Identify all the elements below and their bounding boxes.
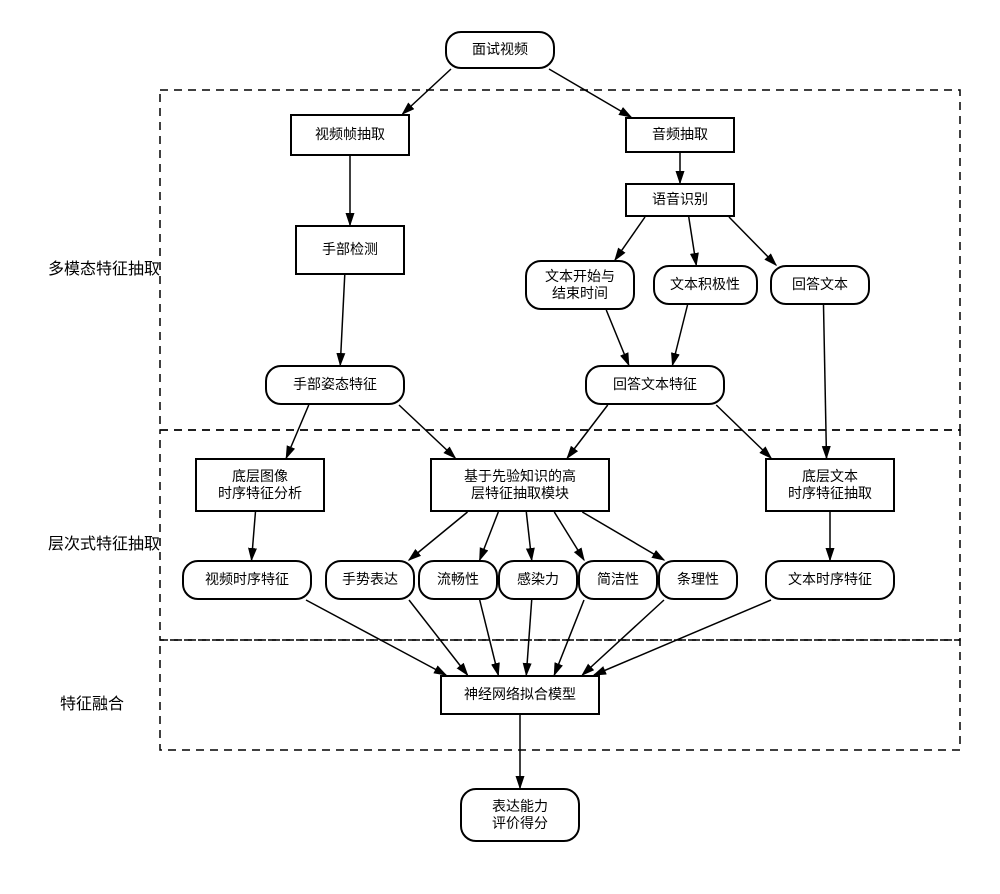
flow-node: 文本时序特征	[765, 560, 895, 600]
flowchart-canvas: 多模态特征抽取层次式特征抽取特征融合 面试视频视频帧抽取 音频抽取手部检测 语音识别文…	[0, 0, 1000, 894]
flow-edge	[252, 512, 256, 560]
flow-edge	[824, 305, 827, 458]
section-label: 特征融合	[60, 690, 124, 714]
flow-edge	[729, 217, 776, 265]
flow-node: 回答文本特征	[585, 365, 725, 405]
flow-edge	[480, 600, 499, 675]
flow-node: 回答文本	[770, 265, 870, 305]
flow-node: 文本积极性	[653, 265, 758, 305]
flow-edge	[582, 600, 664, 675]
flow-edge	[606, 310, 629, 365]
flow-node: 手部检测	[295, 225, 405, 275]
flow-node: 条理性	[658, 560, 738, 600]
flow-edge	[286, 405, 309, 458]
flow-edge	[567, 405, 608, 458]
flow-node: 简洁性	[578, 560, 658, 600]
flow-edge	[480, 512, 499, 560]
flow-edge	[615, 217, 645, 260]
flow-node: 表达能力 评价得分	[460, 788, 580, 842]
flow-edge	[554, 600, 584, 675]
flow-edge	[689, 217, 697, 265]
flow-edge	[409, 600, 468, 675]
flow-node: 流畅性	[418, 560, 498, 600]
flow-edge	[549, 69, 631, 117]
flow-node: 文本开始与 结束时间	[525, 260, 635, 310]
flow-edge	[306, 600, 446, 675]
flow-node: 视频时序特征	[182, 560, 312, 600]
section-label: 层次式特征抽取	[48, 530, 160, 554]
flow-node: 底层文本 时序特征抽取	[765, 458, 895, 512]
flow-node: 手部姿态特征	[265, 365, 405, 405]
flow-node: 音频抽取	[625, 117, 735, 153]
flow-node: 底层图像 时序特征分析	[195, 458, 325, 512]
flow-edge	[526, 600, 531, 675]
flow-edge	[403, 69, 452, 114]
flow-node: 神经网络拟合模型	[440, 675, 600, 715]
edge-layer	[0, 0, 1000, 894]
flow-edge	[673, 305, 688, 365]
flow-node: 手势表达	[325, 560, 415, 600]
section-label: 多模态特征抽取	[48, 255, 160, 279]
flow-node: 视频帧抽取	[290, 114, 410, 156]
flow-edge	[716, 405, 771, 458]
flow-edge	[409, 512, 468, 560]
flow-node: 感染力	[498, 560, 578, 600]
flow-edge	[399, 405, 455, 458]
flow-edge	[340, 275, 345, 365]
flow-edge	[594, 600, 771, 675]
flow-edge	[582, 512, 664, 560]
flow-node: 基于先验知识的高 层特征抽取模块	[430, 458, 610, 512]
flow-node: 语音识别	[625, 183, 735, 217]
flow-edge	[526, 512, 531, 560]
flow-edge	[554, 512, 584, 560]
flow-node: 面试视频	[445, 31, 555, 69]
